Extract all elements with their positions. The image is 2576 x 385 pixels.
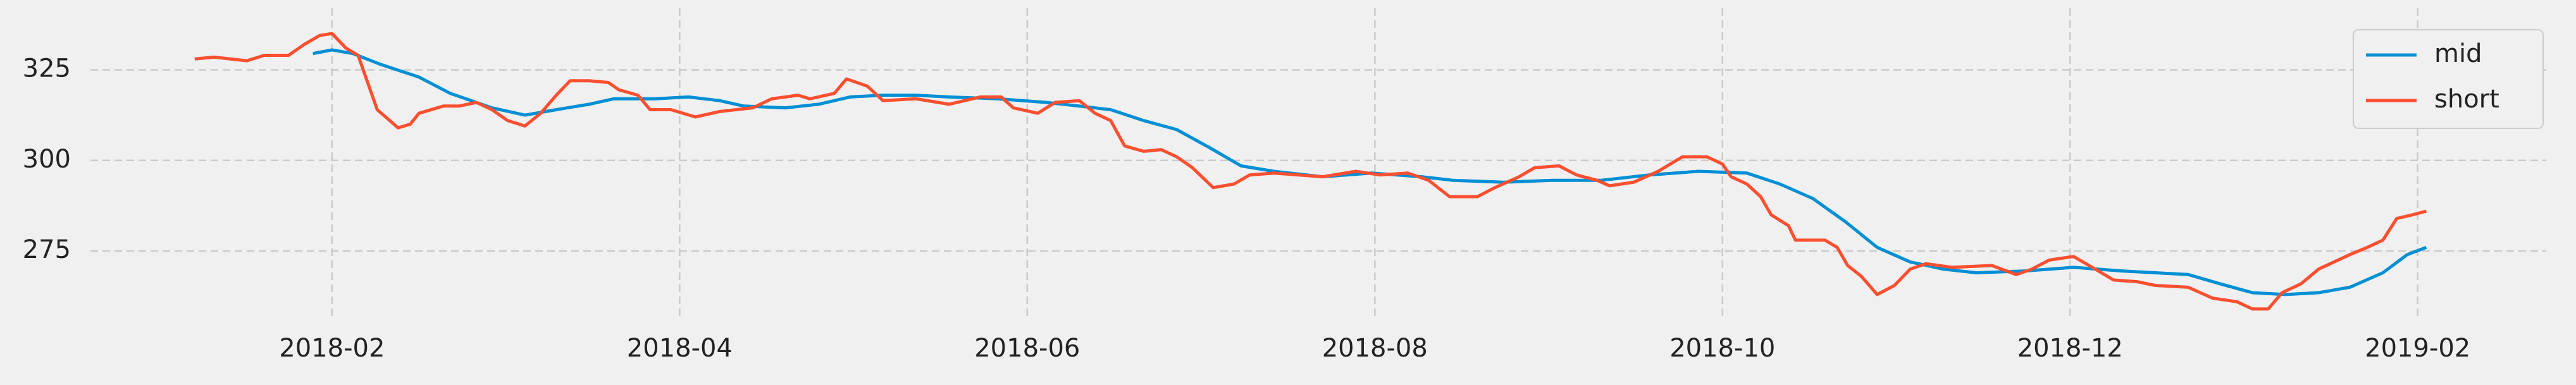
- x-tick-label: 2019-02: [2365, 334, 2470, 363]
- legend-label: short: [2434, 85, 2499, 114]
- legend: mid short: [2353, 29, 2544, 129]
- x-tick-label: 2018-06: [974, 334, 1080, 363]
- y-tick-label: 325: [23, 54, 71, 83]
- x-tick-label: 2018-12: [2017, 334, 2123, 363]
- line-series: [313, 48, 2427, 296]
- line-series: [194, 32, 2427, 311]
- y-tick-label: 275: [23, 235, 71, 264]
- y-tick-label: 300: [23, 145, 71, 174]
- legend-label: mid: [2434, 39, 2482, 68]
- x-tick-label: 2018-02: [279, 334, 385, 363]
- x-tick-label: 2018-04: [627, 334, 733, 363]
- x-tick-label: 2018-10: [1669, 334, 1775, 363]
- x-tick-label: 2018-08: [1322, 334, 1428, 363]
